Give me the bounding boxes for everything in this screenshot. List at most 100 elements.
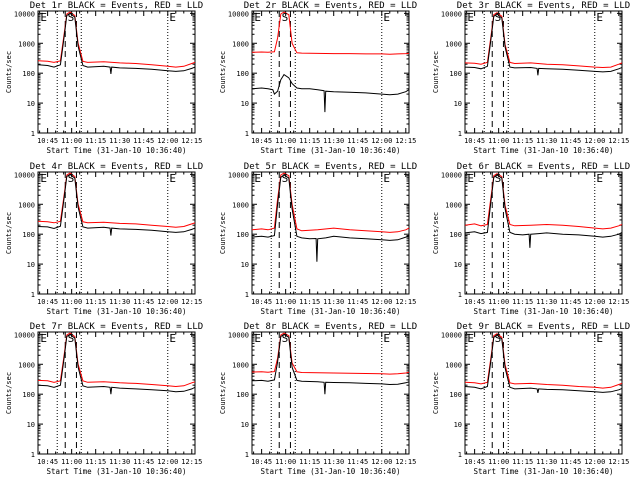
x-axis-label: Start Time (31-Jan-10 10:36:40) [261, 307, 401, 316]
plot-area [38, 11, 195, 133]
x-axis-label: Start Time (31-Jan-10 10:36:40) [47, 467, 187, 476]
x-tick-label: 11:30 [323, 137, 344, 145]
interval-marker-e: E [169, 332, 176, 345]
chart-title: Det 6r BLACK = Events, RED = LLD [457, 162, 630, 172]
plot-frame [464, 10, 623, 134]
x-tick-label: 12:15 [181, 137, 202, 145]
interval-marker-e: E [169, 172, 176, 185]
x-tick-label: 12:00 [371, 137, 392, 145]
chart-title: Det 3r BLACK = Events, RED = LLD [457, 1, 630, 11]
series-line-lld [465, 333, 622, 389]
y-tick-label: 10 [27, 100, 35, 108]
x-tick-label: 10:45 [251, 298, 272, 306]
y-tick-label: 100 [236, 231, 249, 239]
y-tick-label: 1 [245, 451, 249, 459]
x-tick-label: 12:00 [371, 298, 392, 306]
chart-title: Det 1r BLACK = Events, RED = LLD [30, 1, 203, 11]
x-tick-label: 11:45 [560, 458, 581, 466]
chart-panel-4: Det 4r BLACK = Events, RED = LLD Counts/s… [5, 162, 203, 316]
chart-title: Det 4r BLACK = Events, RED = LLD [30, 162, 203, 172]
x-tick-label: 12:00 [157, 458, 178, 466]
y-axis-label: Counts/sec [432, 212, 440, 254]
x-tick-label: 11:00 [275, 458, 296, 466]
y-axis-label: Counts/sec [5, 372, 13, 414]
y-tick-label: 100 [236, 391, 249, 399]
series-line-events [465, 174, 622, 248]
interval-marker-s: S [68, 11, 75, 24]
y-tick-label: 1 [458, 130, 462, 138]
plot-frame [37, 331, 196, 455]
y-axis-label: Counts/sec [5, 212, 13, 254]
y-tick-label: 1000 [445, 361, 462, 369]
chart-panel-1: Det 1r BLACK = Events, RED = LLD Counts/s… [5, 1, 203, 155]
y-tick-label: 100 [449, 391, 462, 399]
chart-panel-2: Det 2r BLACK = Events, RED = LLD Counts/s… [219, 1, 417, 155]
interval-marker-e: E [169, 11, 176, 24]
y-tick-label: 1000 [232, 201, 249, 209]
x-tick-label: 11:15 [85, 137, 106, 145]
x-tick-label: 10:45 [464, 137, 485, 145]
y-tick-label: 1000 [18, 361, 35, 369]
x-tick-label: 11:15 [512, 137, 533, 145]
interval-marker-e: E [254, 172, 261, 185]
y-tick-label: 10000 [441, 331, 462, 339]
chart-panel-8: Det 8r BLACK = Events, RED = LLD Counts/s… [219, 322, 417, 476]
x-tick-label: 11:30 [109, 298, 130, 306]
x-tick-label: 12:00 [584, 298, 605, 306]
x-tick-label: 12:15 [608, 458, 629, 466]
y-tick-label: 10 [27, 421, 35, 429]
x-tick-label: 11:30 [323, 458, 344, 466]
x-tick-label: 10:45 [464, 298, 485, 306]
x-tick-label: 10:45 [37, 298, 58, 306]
y-tick-label: 10 [454, 261, 462, 269]
x-tick-label: 12:00 [157, 137, 178, 145]
x-tick-label: 12:00 [584, 458, 605, 466]
interval-marker-s: S [495, 11, 502, 24]
interval-marker-s: S [68, 332, 75, 345]
plot-area [252, 332, 409, 454]
chart-title: Det 5r BLACK = Events, RED = LLD [244, 162, 417, 172]
chart-panel-3: Det 3r BLACK = Events, RED = LLD Counts/s… [432, 1, 630, 155]
x-tick-label: 11:30 [536, 458, 557, 466]
x-tick-label: 11:30 [323, 298, 344, 306]
y-tick-label: 100 [449, 231, 462, 239]
x-tick-label: 11:45 [347, 298, 368, 306]
x-tick-label: 10:45 [37, 137, 58, 145]
series-line-events [465, 13, 622, 76]
x-tick-label: 11:15 [512, 298, 533, 306]
x-tick-label: 11:45 [133, 137, 154, 145]
series-line-events [38, 333, 195, 395]
x-tick-label: 11:15 [299, 137, 320, 145]
y-tick-label: 100 [449, 70, 462, 78]
y-tick-label: 10000 [441, 10, 462, 18]
series-line-lld [252, 332, 409, 375]
series-line-lld [252, 172, 409, 233]
y-tick-label: 10000 [228, 10, 249, 18]
chart-title: Det 7r BLACK = Events, RED = LLD [30, 322, 203, 332]
x-tick-label: 11:30 [109, 137, 130, 145]
plot-area [465, 11, 622, 133]
series-line-events [252, 174, 409, 262]
interval-marker-e: E [467, 332, 474, 345]
x-tick-label: 11:00 [61, 298, 82, 306]
y-tick-label: 10000 [14, 171, 35, 179]
interval-marker-s: S [495, 172, 502, 185]
interval-marker-e: E [596, 172, 603, 185]
x-tick-label: 11:45 [560, 298, 581, 306]
x-tick-label: 11:45 [133, 298, 154, 306]
x-tick-label: 12:15 [181, 458, 202, 466]
y-tick-label: 1 [458, 291, 462, 299]
plot-frame [251, 171, 410, 295]
series-line-lld [38, 332, 195, 388]
x-tick-label: 11:45 [347, 458, 368, 466]
x-tick-label: 11:15 [299, 298, 320, 306]
plot-frame [37, 171, 196, 295]
x-tick-label: 12:15 [181, 298, 202, 306]
chart-title: Det 2r BLACK = Events, RED = LLD [244, 1, 417, 11]
interval-marker-e: E [40, 172, 47, 185]
x-tick-label: 12:15 [608, 298, 629, 306]
interval-marker-e: E [383, 332, 390, 345]
y-tick-label: 1 [31, 291, 35, 299]
x-tick-label: 11:15 [85, 298, 106, 306]
x-tick-label: 12:15 [608, 137, 629, 145]
